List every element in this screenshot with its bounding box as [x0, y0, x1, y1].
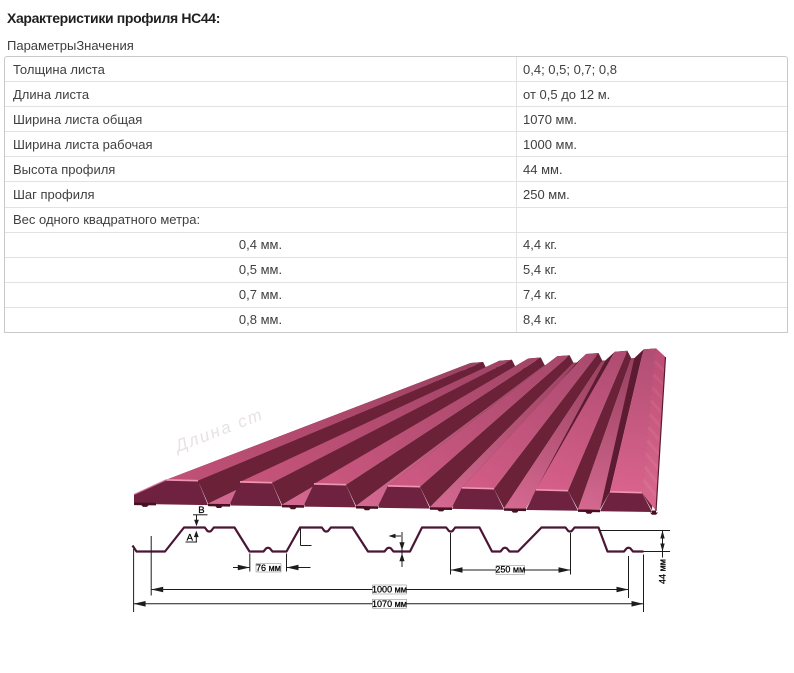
value-cell: 7,4 кг. — [516, 282, 787, 308]
profile-drawing: 76 мм 250 мм 1000 мм 1070 мм 44 мм В А — [131, 505, 670, 612]
value-cell: 44 мм. — [516, 157, 787, 183]
param-cell: 0,7 мм. — [5, 283, 516, 308]
sheet-3d-render: Длина ст — [133, 348, 667, 515]
side-label-a: А — [187, 532, 194, 543]
value-cell: 8,4 кг. — [516, 307, 787, 333]
dim-label-250: 250 мм — [495, 564, 525, 574]
table-row: Ширина листа общая 1070 мм. — [5, 107, 787, 133]
dim-label-76: 76 мм — [256, 563, 281, 573]
side-label-b: В — [198, 505, 204, 516]
spec-table: Толщина листа 0,4; 0,5; 0,7; 0,8 Длина л… — [4, 56, 788, 334]
value-cell: 250 мм. — [516, 182, 787, 208]
value-cell: 4,4 кг. — [516, 232, 787, 258]
value-cell: 1000 мм. — [516, 132, 787, 158]
value-cell: 1070 мм. — [516, 107, 787, 133]
param-cell: Шаг профиля — [5, 182, 516, 208]
table-row: 0,8 мм. 8,4 кг. — [5, 307, 787, 333]
value-cell: от 0,5 до 12 м. — [516, 82, 787, 108]
table-row: Ширина листа рабочая 1000 мм. — [5, 132, 787, 158]
table-row: 0,5 мм. 5,4 кг. — [5, 257, 787, 283]
table-row: Вес одного квадратного метра: — [5, 207, 787, 233]
table-header-label: ПараметрыЗначения — [7, 38, 134, 53]
dim-label-44: 44 мм — [658, 559, 668, 584]
param-cell: Ширина листа рабочая — [5, 132, 516, 158]
table-row: Высота профиля 44 мм. — [5, 157, 787, 183]
table-row: 0,4 мм. 4,4 кг. — [5, 232, 787, 258]
table-row: 0,7 мм. 7,4 кг. — [5, 282, 787, 308]
dim-label-1000: 1000 мм — [372, 584, 407, 594]
table-row: Длина листа от 0,5 до 12 м. — [5, 82, 787, 108]
value-cell — [516, 207, 787, 233]
header-values: Значения — [76, 38, 134, 53]
value-cell: 5,4 кг. — [516, 257, 787, 283]
param-cell: Ширина листа общая — [5, 107, 516, 133]
param-cell: Длина листа — [5, 82, 516, 108]
param-cell: Толщина листа — [5, 57, 516, 83]
page-title: Характеристики профиля НС44: — [7, 10, 221, 26]
value-cell: 0,4; 0,5; 0,7; 0,8 — [516, 57, 787, 83]
param-cell: Высота профиля — [5, 157, 516, 183]
param-cell: Вес одного квадратного метра: — [5, 208, 516, 233]
header-parameters: Параметры — [7, 38, 77, 53]
param-cell: 0,4 мм. — [5, 233, 516, 258]
dim-label-1070: 1070 мм — [372, 599, 407, 609]
param-cell: 0,8 мм. — [238, 312, 283, 328]
table-row: Толщина листа 0,4; 0,5; 0,7; 0,8 — [5, 57, 787, 83]
table-row: Шаг профиля 250 мм. — [5, 182, 787, 208]
param-cell: 0,5 мм. — [5, 258, 516, 283]
